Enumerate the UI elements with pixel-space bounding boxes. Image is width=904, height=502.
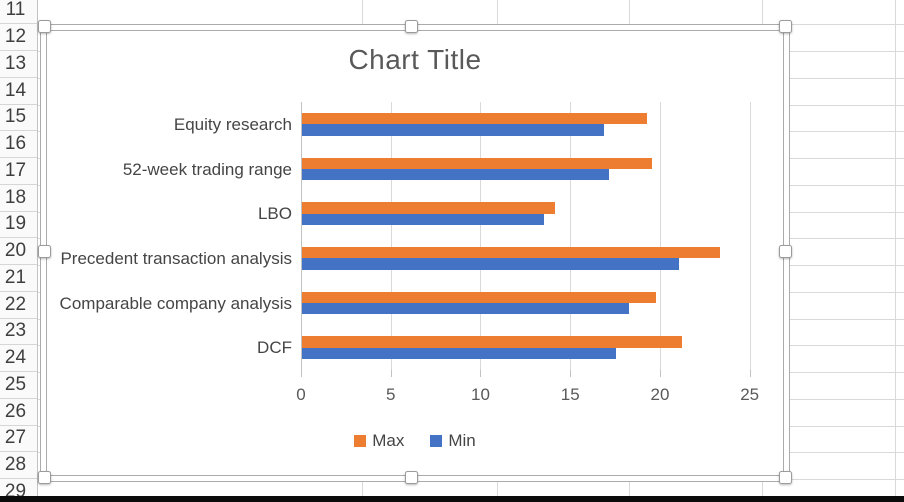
bar-min[interactable] [302,258,679,270]
axis-tick [659,370,661,377]
category-label[interactable]: Precedent transaction analysis [60,248,292,268]
category-label[interactable]: LBO [257,204,292,224]
value-gridline [659,102,661,370]
selection-handle[interactable] [404,471,418,484]
selection-handle[interactable] [404,20,418,33]
row-header: 11 12 13 14 15 16 17 18 19 20 21 22 23 24 25 26 27 28 29 [0,0,38,502]
category-label[interactable]: DCF [257,338,292,358]
bar-min[interactable] [302,169,609,181]
row-header-cell[interactable]: 27 [0,426,37,453]
row-header-cell[interactable]: 16 [0,131,37,159]
axis-tick [570,370,572,377]
bar-min[interactable] [302,213,545,225]
selection-handle[interactable] [778,471,792,484]
axis-tick [749,370,751,377]
category-label[interactable]: Equity research [173,114,292,134]
window-bottom-edge [0,496,904,502]
selection-handle[interactable] [37,471,51,484]
row-header-cell[interactable]: 14 [0,78,37,105]
value-gridline [749,102,751,370]
row-header-cell[interactable]: 15 [0,105,37,132]
selection-handle[interactable] [778,245,792,258]
chart-legend[interactable]: Max Min [46,430,784,452]
legend-swatch [354,435,367,447]
axis-tick-label[interactable]: 0 [296,385,306,404]
bar-min[interactable] [302,303,629,315]
legend-swatch [430,435,443,447]
axis-tick-label[interactable]: 20 [650,385,670,404]
legend-item[interactable]: Min [430,431,476,451]
legend-label: Max [372,431,405,450]
row-header-cell[interactable]: 21 [0,265,37,292]
axis-tick-label[interactable]: 15 [560,385,580,404]
row-header-cell[interactable]: 13 [0,51,37,78]
row-header-cell[interactable]: 25 [0,372,37,399]
selection-handle[interactable] [37,20,51,33]
bar-max[interactable] [302,113,647,125]
bar-max[interactable] [302,157,652,169]
row-header-cell[interactable]: 26 [0,399,37,426]
category-label[interactable]: Comparable company analysis [59,293,292,313]
bar-max[interactable] [302,202,556,214]
bar-min[interactable] [302,347,617,359]
axis-tick [390,370,392,377]
bar-max[interactable] [302,247,721,259]
row-header-cell[interactable]: 11 [0,0,37,25]
row-header-cell[interactable]: 22 [0,292,37,319]
value-gridline [570,102,572,370]
category-label[interactable]: 52-week trading range [122,159,292,179]
category-axis-line [301,102,302,370]
value-gridline [390,102,392,370]
axis-tick [480,370,482,377]
value-gridline [480,102,482,370]
row-header-cell[interactable]: 28 [0,452,37,480]
bar-max[interactable] [302,336,683,348]
bar-max[interactable] [302,291,656,303]
legend-item[interactable]: Max [354,431,404,451]
row-header-cell[interactable]: 19 [0,212,37,239]
row-header-cell[interactable]: 24 [0,345,37,373]
row-header-cell[interactable]: 18 [0,185,37,212]
chart-title[interactable]: Chart Title [348,44,482,75]
axis-tick [301,370,302,377]
row-header-cell[interactable]: 23 [0,319,37,346]
axis-tick-label[interactable]: 5 [386,385,396,404]
axis-tick-label[interactable]: 25 [740,385,760,404]
selection-handle[interactable] [37,245,51,258]
bar-min[interactable] [302,124,604,136]
legend-label: Min [448,431,476,450]
selection-handle[interactable] [778,20,792,33]
column-border [895,0,896,496]
row-header-cell[interactable]: 20 [0,238,37,266]
row-header-cell[interactable]: 12 [0,24,37,52]
axis-tick-label[interactable]: 10 [471,385,490,404]
row-header-cell[interactable]: 17 [0,158,37,185]
